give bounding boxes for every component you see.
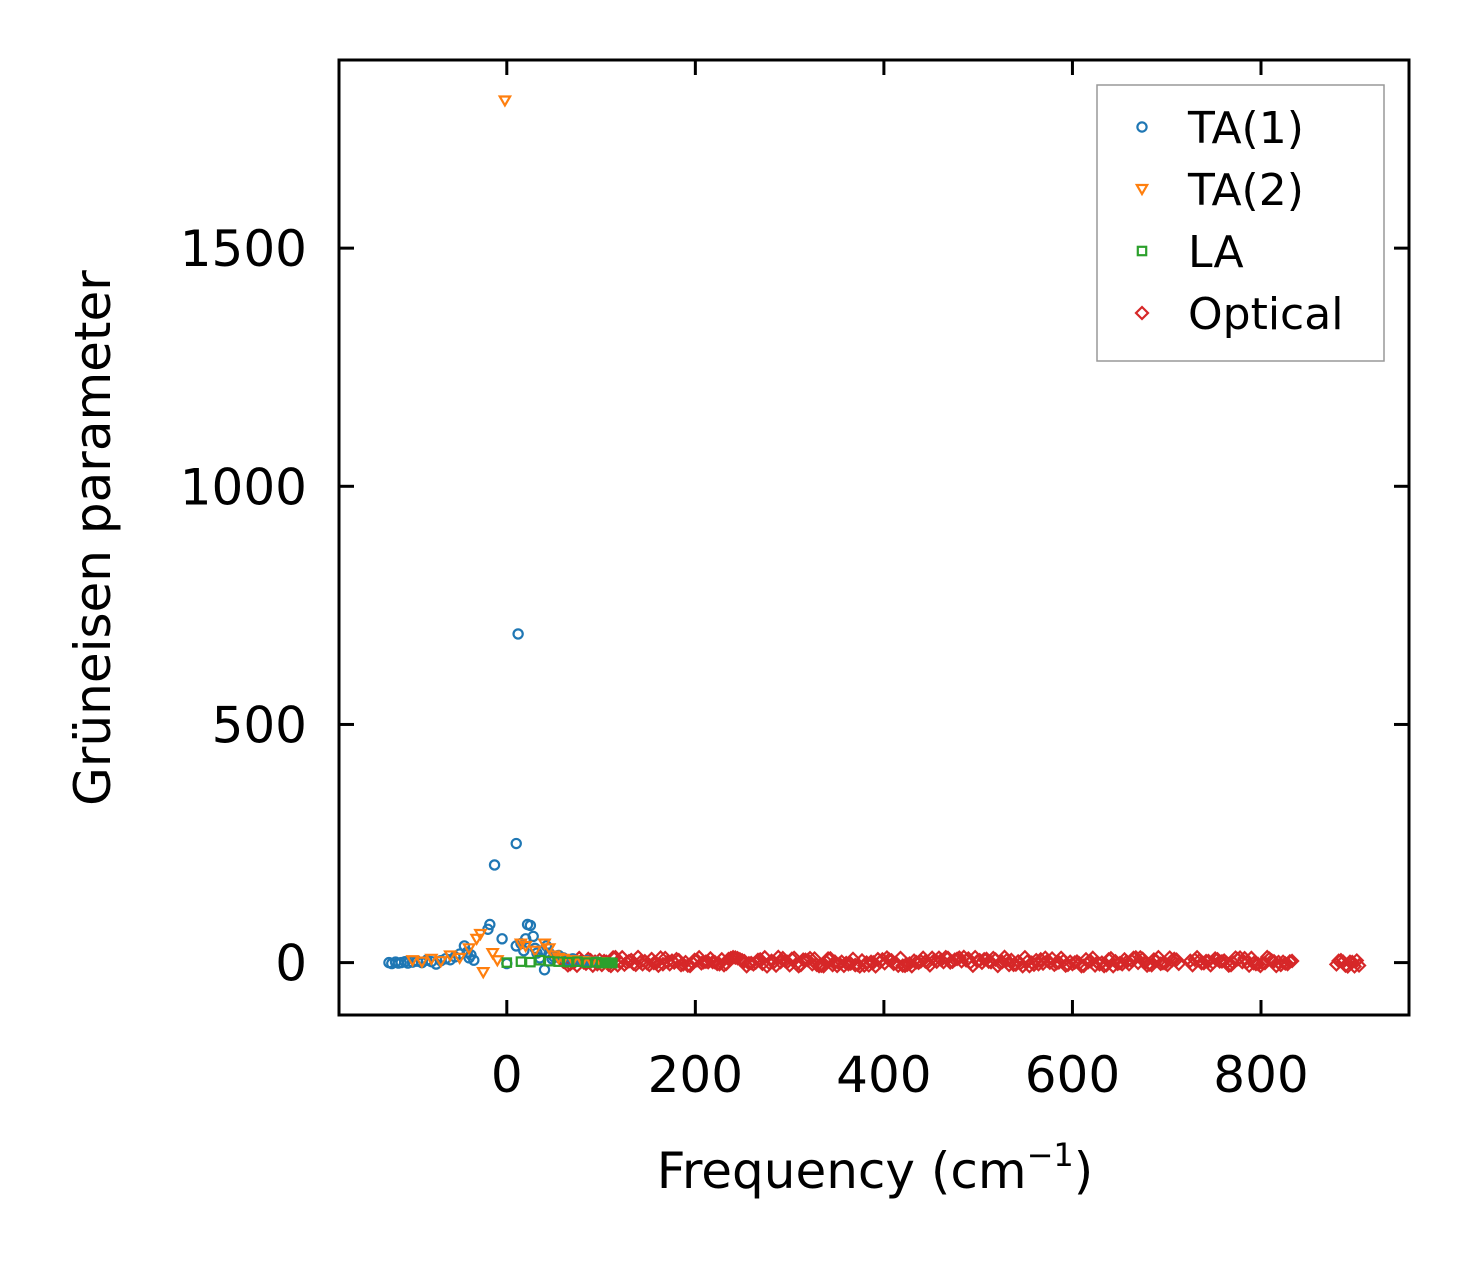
optical-point: [813, 958, 829, 974]
ta1-point: [488, 859, 501, 871]
x-tick-label: 800: [1213, 1046, 1308, 1104]
ta2-point: [414, 956, 430, 969]
legend-label-ta1: TA(1): [1187, 103, 1304, 154]
legend-label-ta2: TA(2): [1187, 165, 1304, 216]
optical-point: [1168, 952, 1185, 968]
x-tick-label: 200: [648, 1046, 743, 1104]
optical-point: [1328, 956, 1344, 972]
legend-marker-la: [1136, 245, 1148, 257]
optical-point: [1221, 958, 1237, 974]
ta2-point: [485, 947, 500, 961]
ta2-point: [518, 940, 533, 954]
optical-point: [1349, 952, 1365, 969]
la-point: [515, 956, 527, 967]
ta1-point: [524, 919, 537, 932]
ta2-point: [556, 953, 571, 966]
optical-point: [999, 952, 1015, 968]
legend-marker-optical: [1134, 305, 1150, 321]
x-tick-label: 400: [836, 1046, 931, 1104]
ta2-point: [473, 928, 488, 942]
optical-point: [768, 958, 784, 974]
y-tick-label: 0: [275, 935, 307, 993]
optical-point: [1232, 950, 1248, 966]
ta2-point: [490, 955, 505, 968]
optical-point: [653, 950, 669, 966]
ta1-point: [538, 964, 551, 976]
ta1-point: [527, 930, 539, 943]
optical-point: [1049, 955, 1065, 971]
plot-frame: [337, 58, 1411, 1017]
optical-point: [1194, 955, 1210, 971]
y-axis-label: Grüneisen parameter: [64, 270, 122, 806]
ta2-point: [527, 945, 543, 958]
optical-point: [687, 952, 703, 968]
la-point: [607, 957, 618, 969]
ta2-point: [433, 956, 448, 969]
ta1-point: [468, 954, 480, 966]
optical-point: [1266, 953, 1282, 969]
ta2-point: [405, 955, 420, 968]
x-tick-label: 0: [491, 1046, 523, 1104]
legend-marker-ta1: [1136, 121, 1148, 133]
x-axis-label: Frequency (cm−1): [657, 1136, 1094, 1200]
ta2-point: [452, 952, 467, 966]
optical-point: [895, 958, 911, 974]
optical-point: [795, 952, 811, 968]
y-tick-label: 1500: [180, 220, 307, 278]
ta2-point: [513, 938, 529, 951]
ta2-point: [497, 95, 513, 108]
optical-series-marks: [555, 949, 1367, 974]
optical-point: [1344, 954, 1360, 970]
optical-point: [752, 951, 768, 967]
optical-point: [1006, 957, 1022, 973]
optical-point: [1284, 953, 1300, 969]
ta2-point: [424, 953, 439, 966]
ta1-point: [484, 918, 496, 931]
axis-tick-labels: 0 200 400 600 800 0 500 1000 1500: [180, 220, 1309, 1104]
optical-point: [1051, 954, 1067, 970]
axis-ticks: [339, 60, 1409, 1015]
optical-point: [1171, 956, 1187, 972]
legend-marker-ta2: [1134, 183, 1150, 197]
ta2-point: [476, 967, 491, 980]
legend-label-optical: Optical: [1188, 289, 1343, 340]
optical-point: [1282, 953, 1298, 970]
legend-label-la: LA: [1188, 227, 1244, 278]
optical-point: [981, 954, 997, 970]
ta2-point: [443, 950, 458, 963]
ta1-point: [510, 837, 522, 850]
x-tick-label: 600: [1025, 1046, 1120, 1104]
optical-point: [770, 949, 786, 965]
ta2-point: [461, 943, 477, 956]
ta1-point: [512, 628, 524, 640]
la-point: [501, 957, 513, 968]
la-point: [525, 956, 536, 968]
ta2-point: [469, 933, 484, 946]
acoustic-series-marks: [383, 95, 618, 980]
y-tick-label: 1000: [180, 458, 307, 516]
optical-point: [983, 954, 999, 970]
ta1-point: [496, 933, 508, 945]
ta2-point: [565, 955, 580, 968]
ta1-point: [458, 940, 471, 952]
optical-point: [954, 953, 970, 969]
optical-point: [1351, 957, 1367, 974]
y-tick-label: 500: [212, 696, 307, 754]
legend: TA(1) TA(2) LA Optical: [1096, 84, 1385, 362]
ta2-point: [542, 943, 557, 956]
optical-point: [1277, 955, 1293, 972]
